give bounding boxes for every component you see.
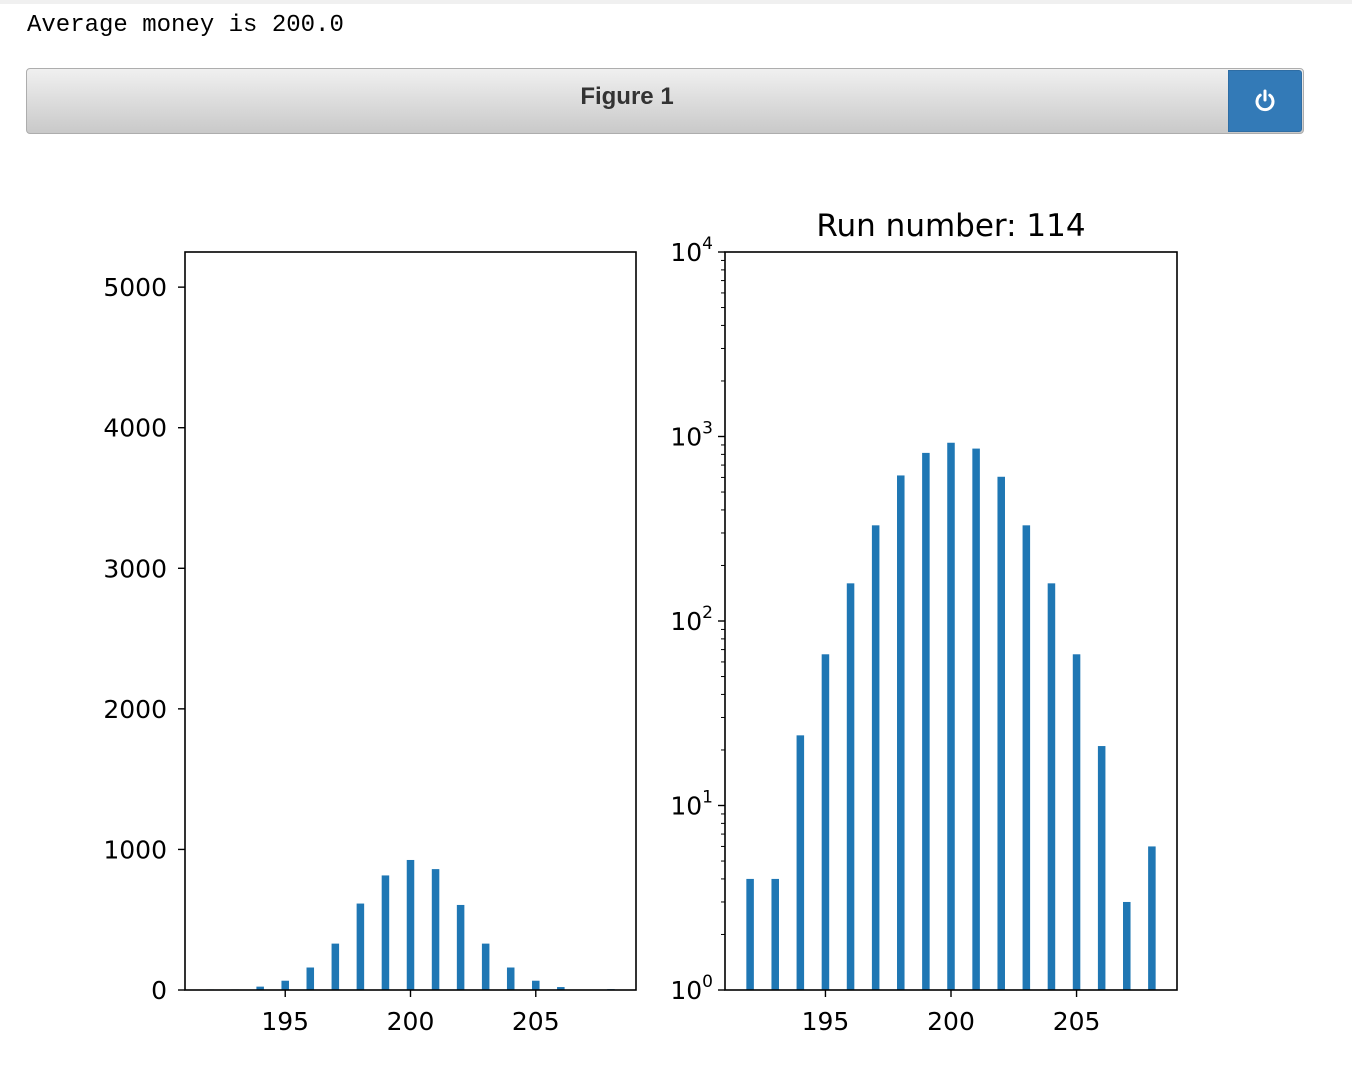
x-tick-label: 195: [261, 1007, 309, 1036]
bar: [532, 980, 540, 990]
bar: [356, 903, 365, 990]
top-bar: [0, 0, 1352, 4]
y-tick-label: 101: [670, 788, 713, 821]
figure-title: Figure 1: [580, 83, 674, 110]
chart-right: 195 200 205 100 101 102 103 104 Run number: 114: [670, 208, 1178, 1036]
bar: [1123, 901, 1131, 990]
x-tick-label: 205: [512, 1007, 560, 1036]
y-tick-label: 2000: [103, 695, 167, 724]
bar: [431, 869, 440, 990]
y-tick-label: 1000: [103, 835, 167, 864]
y-tick-label: 0: [151, 976, 167, 1005]
figure-canvas: 195 200 205 0 1000 2000 3000 4000 5000 195 200 205…: [103, 208, 1178, 1036]
chart-title: Run number: 114: [816, 208, 1085, 244]
bar: [381, 875, 390, 990]
x-tick-label: 195: [802, 1007, 850, 1036]
bar: [557, 987, 565, 990]
chart-left: 195 200 205 0 1000 2000 3000 4000 5000: [103, 251, 637, 1036]
bar: [1072, 654, 1081, 990]
y-tick-label: 104: [670, 234, 713, 267]
bar: [746, 878, 754, 990]
bar: [406, 859, 415, 990]
bar: [456, 904, 465, 990]
bar: [506, 967, 515, 990]
bar: [846, 583, 855, 990]
bar: [796, 735, 805, 990]
y-tick-label: 3000: [103, 554, 167, 583]
bar: [281, 980, 289, 990]
bar: [897, 475, 905, 990]
bar: [1097, 746, 1106, 990]
figure-header: Figure 1: [26, 68, 1304, 134]
bar: [821, 654, 830, 990]
output-text: Average money is 200.0: [27, 12, 344, 39]
power-icon: [1255, 89, 1275, 112]
y-tick-label: 102: [670, 603, 713, 636]
bar: [997, 476, 1005, 990]
x-tick-label: 200: [927, 1007, 975, 1036]
bar: [1022, 525, 1031, 990]
x-tick-label: 200: [387, 1007, 435, 1036]
close-figure-button[interactable]: [1228, 70, 1302, 132]
bar: [771, 878, 779, 990]
bar: [256, 986, 264, 990]
y-tick-label: 5000: [103, 273, 167, 302]
x-tick-label: 205: [1053, 1007, 1101, 1036]
bar: [871, 525, 880, 990]
y-tick-label: 100: [670, 972, 713, 1005]
bar: [481, 943, 490, 990]
y-tick-label: 4000: [103, 414, 167, 443]
y-tick-label: 103: [670, 419, 713, 452]
bar: [947, 442, 955, 990]
bar: [922, 452, 930, 990]
bar: [1047, 583, 1056, 990]
bar: [972, 448, 980, 991]
bar: [1148, 846, 1156, 990]
bar: [331, 943, 340, 990]
bar: [306, 967, 315, 990]
